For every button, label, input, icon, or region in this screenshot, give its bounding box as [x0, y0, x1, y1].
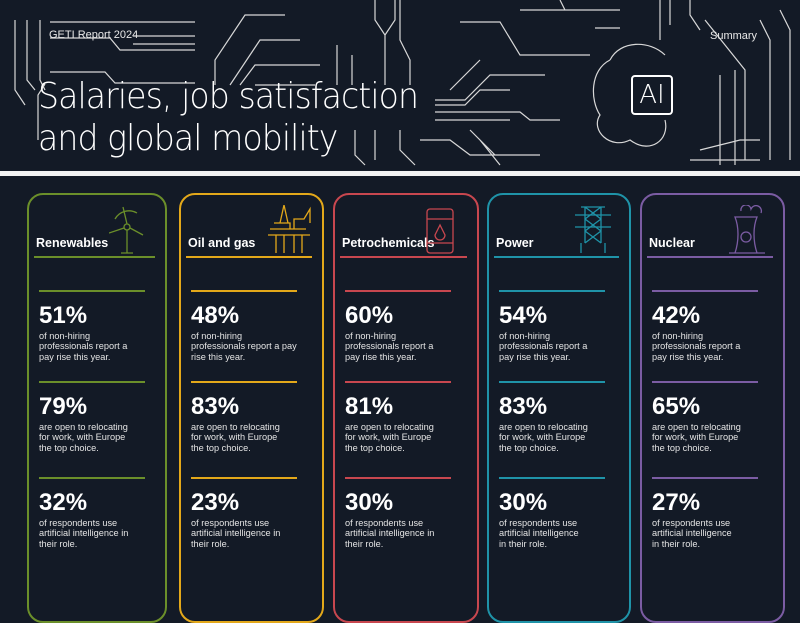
stat-description: are open to relocating for work, with Eu…: [499, 421, 588, 453]
stat-divider: [191, 477, 297, 479]
stat-divider: [345, 477, 451, 479]
stat-block: 42% of non-hiring professionals report a…: [652, 290, 764, 362]
stat-value: 83%: [499, 392, 548, 420]
stat-value: 27%: [652, 488, 701, 516]
stat-divider: [39, 290, 145, 292]
card-divider: [34, 256, 155, 258]
stat-description: of respondents use artificial intelligen…: [191, 517, 281, 549]
stat-divider: [652, 381, 758, 383]
stat-divider: [191, 381, 297, 383]
stat-description: of respondents use artificial intelligen…: [39, 517, 129, 549]
title-line-1: Salaries, job satisfaction: [38, 76, 419, 117]
stat-block: 51% of non-hiring professionals report a…: [39, 290, 151, 362]
card-renewables: Renewables 51% of non-hiring professiona…: [27, 193, 167, 623]
cooling-tower-icon: [729, 205, 765, 254]
stat-value: 83%: [191, 392, 240, 420]
stat-description: of respondents use artificial intelligen…: [652, 517, 732, 549]
stat-value: 79%: [39, 392, 88, 420]
card-title: Power: [496, 236, 534, 250]
stat-block: 83% are open to relocating for work, wit…: [191, 381, 303, 453]
stat-value: 32%: [39, 488, 88, 516]
stat-description: of non-hiring professionals report a pay…: [191, 330, 297, 362]
stat-value: 65%: [652, 392, 701, 420]
stat-value: 30%: [499, 488, 548, 516]
card-divider: [647, 256, 773, 258]
stat-block: 81% are open to relocating for work, wit…: [345, 381, 457, 453]
oil-rig-icon: [268, 205, 311, 253]
stat-block: 23% of respondents use artificial intell…: [191, 477, 303, 549]
card-divider: [186, 256, 312, 258]
stat-description: are open to relocating for work, with Eu…: [191, 421, 280, 453]
stat-divider: [345, 290, 451, 292]
card-title: Oil and gas: [188, 236, 256, 250]
title-line-2: and global mobility: [38, 118, 338, 159]
stat-block: 79% are open to relocating for work, wit…: [39, 381, 151, 453]
stat-block: 27% of respondents use artificial intell…: [652, 477, 764, 549]
stat-divider: [499, 477, 605, 479]
stat-divider: [39, 477, 145, 479]
stat-value: 30%: [345, 488, 394, 516]
circuit-decoration-icon: [14, 0, 791, 166]
stat-block: 48% of non-hiring professionals report a…: [191, 290, 303, 362]
report-label: GETI Report 2024: [49, 29, 139, 41]
stat-block: 30% of respondents use artificial intell…: [345, 477, 457, 549]
stat-divider: [652, 477, 758, 479]
card-title: Nuclear: [649, 236, 695, 250]
stat-value: 42%: [652, 301, 701, 329]
stat-value: 81%: [345, 392, 394, 420]
pylon-icon: [575, 206, 611, 253]
stat-description: of respondents use artificial intelligen…: [345, 517, 435, 549]
card-title: Petrochemicals: [342, 236, 435, 250]
card-power: Power 54% of non-hiring professionals re…: [487, 193, 631, 623]
stat-block: 60% of non-hiring professionals report a…: [345, 290, 457, 362]
card-nuclear: Nuclear 42% of non-hiring professionals …: [640, 193, 785, 623]
stat-value: 54%: [499, 301, 548, 329]
summary-link[interactable]: Summary: [710, 30, 758, 42]
stat-value: 51%: [39, 301, 88, 329]
stat-value: 48%: [191, 301, 240, 329]
card-divider: [340, 256, 467, 258]
stat-description: are open to relocating for work, with Eu…: [39, 421, 128, 453]
wind-turbine-icon: [109, 206, 144, 254]
stat-block: 83% are open to relocating for work, wit…: [499, 381, 611, 453]
stat-block: 30% of respondents use artificial intell…: [499, 477, 611, 549]
stat-description: of non-hiring professionals report a pay…: [345, 330, 434, 362]
stat-value: 60%: [345, 301, 394, 329]
stat-block: 65% are open to relocating for work, wit…: [652, 381, 764, 453]
stat-description: of respondents use artificial intelligen…: [499, 517, 579, 549]
oil-barrel-icon: [426, 208, 454, 254]
stat-value: 23%: [191, 488, 240, 516]
card-petrochemicals: Petrochemicals 60% of non-hiring profess…: [333, 193, 479, 623]
stat-divider: [499, 290, 605, 292]
stat-divider: [652, 290, 758, 292]
stat-block: 32% of respondents use artificial intell…: [39, 477, 151, 549]
stat-description: of non-hiring professionals report a pay…: [652, 330, 741, 362]
stat-description: are open to relocating for work, with Eu…: [345, 421, 434, 453]
card-oil-and-gas: Oil and gas 48% of non-hiring profession…: [179, 193, 324, 623]
stat-divider: [191, 290, 297, 292]
card-title: Renewables: [36, 236, 109, 250]
stat-divider: [39, 381, 145, 383]
stat-description: of non-hiring professionals report a pay…: [39, 330, 128, 362]
stat-block: 54% of non-hiring professionals report a…: [499, 290, 611, 362]
stat-divider: [499, 381, 605, 383]
stat-divider: [345, 381, 451, 383]
stat-description: are open to relocating for work, with Eu…: [652, 421, 741, 453]
card-divider: [494, 256, 619, 258]
page-title: Salaries, job satisfaction and global mo…: [38, 76, 419, 160]
stat-description: of non-hiring professionals report a pay…: [499, 330, 588, 362]
header-banner: GETI Report 2024 Summary Salaries, job s…: [0, 0, 800, 171]
ai-chip-icon: AI: [631, 75, 673, 115]
divider-band: [0, 171, 800, 176]
